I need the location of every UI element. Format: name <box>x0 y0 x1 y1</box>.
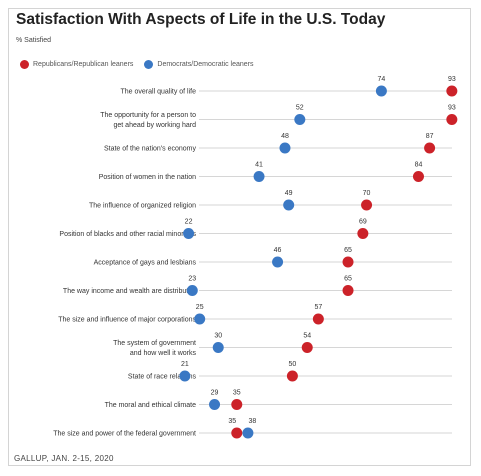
category-label: and how well it works <box>130 350 197 357</box>
category-label: The system of government <box>113 340 196 347</box>
republican-dot <box>231 399 243 410</box>
chart-frame <box>8 8 471 466</box>
chart-title: Satisfaction With Aspects of Life in the… <box>16 11 386 28</box>
democrat-dot <box>283 199 295 211</box>
category-label: The size and influence of major corporat… <box>58 317 196 324</box>
republican-dot <box>342 285 354 296</box>
category-label: State of race relations <box>128 374 197 381</box>
democrat-value-label: 46 <box>274 247 282 254</box>
republican-value-label: 84 <box>415 162 423 169</box>
democrat-value-label: 48 <box>281 133 289 140</box>
democrat-value-label: 23 <box>188 276 196 283</box>
democrat-dot <box>212 342 224 353</box>
legend-label-democrats: Democrats/Democratic leaners <box>157 61 254 68</box>
legend-swatch-republicans <box>20 60 29 69</box>
democrat-value-label: 52 <box>296 105 304 112</box>
democrat-value-label: 22 <box>185 219 193 226</box>
republican-value-label: 35 <box>228 418 236 425</box>
democrat-value-label: 74 <box>377 76 385 83</box>
republican-dot <box>412 171 424 182</box>
democrat-dot <box>375 85 387 97</box>
republican-value-label: 50 <box>289 361 297 368</box>
category-label: The opportunity for a person to <box>100 112 196 119</box>
republican-dot <box>312 313 324 325</box>
republican-dot <box>342 256 354 268</box>
republican-value-label: 87 <box>426 133 434 140</box>
republican-dot <box>231 427 243 439</box>
republican-value-label: 35 <box>233 390 241 397</box>
democrat-value-label: 21 <box>181 361 189 368</box>
republican-dot <box>446 85 458 97</box>
republican-value-label: 69 <box>359 219 367 226</box>
republican-value-label: 57 <box>314 304 322 311</box>
republican-value-label: 93 <box>448 76 456 83</box>
category-label: Position of women in the nation <box>99 174 196 181</box>
category-label: The moral and ethical climate <box>105 402 197 409</box>
democrat-dot <box>194 313 206 325</box>
democrat-value-label: 30 <box>214 333 222 340</box>
republican-value-label: 70 <box>363 190 371 197</box>
republican-dot <box>357 228 369 239</box>
category-label: Position of blacks and other racial mino… <box>59 231 196 238</box>
democrat-value-label: 25 <box>196 304 204 311</box>
chart-subtitle: % Satisfied <box>16 37 52 44</box>
republican-value-label: 65 <box>344 247 352 254</box>
republican-dot <box>361 199 373 211</box>
republican-value-label: 65 <box>344 276 352 283</box>
republican-value-label: 93 <box>448 105 456 112</box>
legend-label-republicans: Republicans/Republican leaners <box>33 61 134 68</box>
democrat-dot <box>272 256 284 268</box>
legend: Republicans/Republican leaners Democrats… <box>20 60 265 69</box>
democrat-dot <box>209 399 221 410</box>
republican-dot <box>424 142 436 154</box>
category-label: The way income and wealth are distribute… <box>63 288 196 295</box>
democrat-value-label: 38 <box>249 418 257 425</box>
democrat-dot <box>279 142 291 154</box>
category-label: The size and power of the federal govern… <box>53 431 196 438</box>
democrat-value-label: 49 <box>285 190 293 197</box>
democrat-value-label: 41 <box>255 162 263 169</box>
republican-dot <box>301 342 313 353</box>
democrat-dot <box>186 285 198 296</box>
republican-dot <box>286 370 298 382</box>
legend-item-democrats: Democrats/Democratic leaners <box>144 60 254 69</box>
republican-value-label: 54 <box>303 333 311 340</box>
democrat-dot <box>242 427 254 439</box>
democrat-dot <box>183 228 195 239</box>
democrat-dot <box>179 370 191 382</box>
democrat-dot <box>294 114 306 125</box>
democrat-value-label: 29 <box>211 390 219 397</box>
category-label: get ahead by working hard <box>114 122 197 129</box>
legend-item-republicans: Republicans/Republican leaners <box>20 60 133 69</box>
category-label: The overall quality of life <box>121 89 197 96</box>
democrat-dot <box>253 171 265 182</box>
category-label: State of the nation's economy <box>104 146 197 153</box>
legend-swatch-democrats <box>144 60 154 69</box>
category-label: The influence of organized religion <box>89 203 196 210</box>
source-note: GALLUP, JAN. 2-15, 2020 <box>14 454 114 463</box>
category-label: Acceptance of gays and lesbians <box>94 260 197 267</box>
republican-dot <box>446 114 458 125</box>
